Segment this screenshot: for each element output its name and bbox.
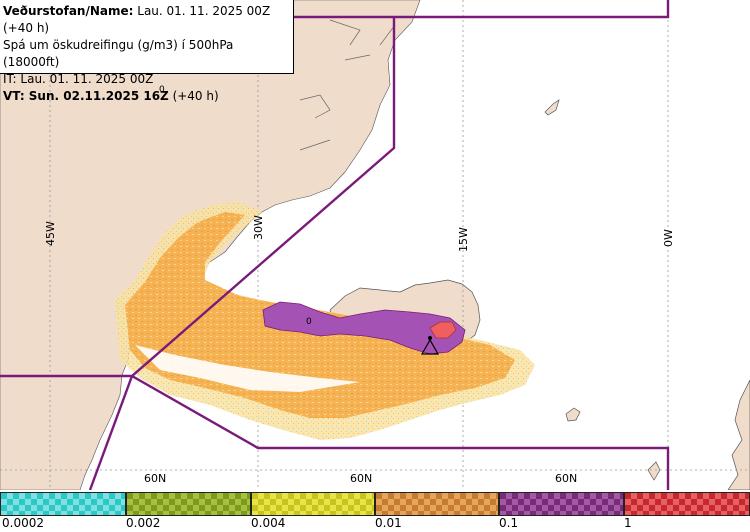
info-valid-offset: (+40 h) [168, 89, 219, 103]
legend-swatch-cyan [0, 492, 126, 516]
legend-tick-3: 0.01 [375, 516, 402, 530]
lon-label-45w: 45W [44, 221, 57, 246]
lon-label-30w: 30W [252, 215, 265, 240]
lat-label-60n-2: 60N [350, 472, 372, 485]
concentration-legend: 0.0002 0.002 0.004 0.01 0.1 1 [0, 490, 750, 532]
legend-tick-0: 0.0002 [2, 516, 44, 530]
info-line-product: Spá um öskudreifingu (g/m3) í 500hPa (18… [3, 38, 234, 69]
greenland-fjords [299, 19, 396, 151]
contour-label-1: 0 [159, 85, 165, 95]
info-line-name: Veðurstofan/Name: Lau. 01. 11. 2025 00Z … [3, 3, 293, 37]
contour-label-2: 0 [306, 317, 312, 327]
norway-land [727, 379, 750, 490]
lon-label-15w: 15W [457, 227, 470, 252]
info-line-issue-time: IT: Lau. 01. 11. 2025 00Z [3, 72, 154, 86]
legend-tick-4: 0.1 [499, 516, 519, 530]
map-canvas: 45W 30W 15W 0W 60N 60N 60N 0 0 [0, 0, 750, 490]
info-name-label: Veðurstofan/Name: [3, 4, 134, 18]
info-name-value: Lau. 01. 11. 2025 00Z (+40 h) [3, 4, 271, 35]
volcano-icon [420, 336, 440, 355]
lat-label-60n-1: 60N [144, 472, 166, 485]
legend-tick-2: 0.004 [251, 516, 286, 530]
lat-label-60n-3: 60N [555, 472, 577, 485]
legend-swatch-green [126, 492, 251, 516]
legend-tick-1: 0.002 [126, 516, 161, 530]
legend-tick-5: 1 [624, 516, 632, 530]
legend-swatch-orange [375, 492, 499, 516]
faroe-islands [565, 407, 581, 422]
lon-label-0w: 0W [662, 229, 675, 247]
ash-plume [115, 202, 535, 440]
airspace-boundary [0, 0, 670, 490]
graticule-lines [0, 0, 750, 490]
forecast-info-box: Veðurstofan/Name: Lau. 01. 11. 2025 00Z … [0, 0, 294, 103]
legend-swatch-purple [499, 492, 624, 516]
legend-swatch-yellow [251, 492, 375, 516]
info-line-valid-time: VT: Sun. 02.11.2025 16Z (+40 h) [3, 88, 293, 105]
jan-mayen-island [544, 99, 560, 116]
legend-swatch-red [624, 492, 750, 516]
info-valid-label: VT: Sun. 02.11.2025 16Z [3, 89, 169, 103]
